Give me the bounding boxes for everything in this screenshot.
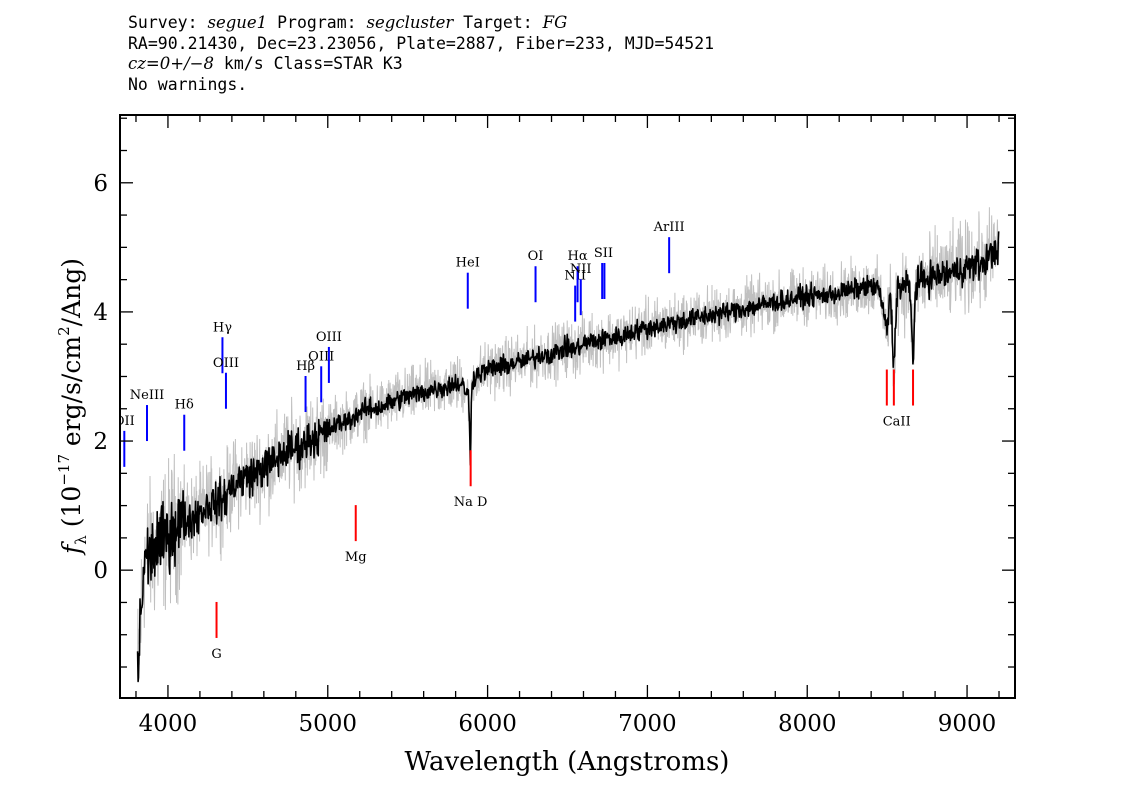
tick-labels: 4000 5000 6000 7000 8000 9000 0 2 4 6 (93, 171, 996, 737)
target-value: FG (542, 13, 568, 32)
line-label-8: HeI (456, 256, 480, 271)
x-tick-label-7000: 7000 (618, 711, 677, 737)
x-axis-label: Wavelength (Angstroms) (405, 747, 730, 777)
survey-label: Survey: (128, 13, 198, 32)
line-label-16: G (211, 647, 221, 662)
line-label-15: ArIII (653, 220, 685, 235)
y-tick-label-0: 0 (93, 558, 108, 584)
line-label-5: Hβ (296, 359, 315, 374)
class-text: km/s Class=STAR K3 (223, 54, 403, 73)
x-tick-label-5000: 5000 (298, 711, 357, 737)
line-label-4: OIII (213, 356, 239, 371)
line-label-18: Na D (454, 495, 488, 510)
y-axis-label: fλ (10−17 erg/s/cm2/Ang) (55, 258, 90, 556)
header-line-1: Survey: segue1 Program: segcluster Targe… (128, 13, 714, 34)
line-label-13: SII (594, 246, 613, 261)
axis-ticks (120, 115, 1015, 698)
x-tick-label-6000: 6000 (458, 711, 517, 737)
line-label-17: Mg (345, 550, 367, 565)
header-line-4: No warnings. (128, 74, 248, 94)
line-label-0: OII (114, 414, 135, 429)
line-label-2: Hδ (175, 398, 194, 413)
redshift-value: cz=0+/−8 (128, 54, 214, 73)
line-label-9: OI (528, 249, 544, 264)
line-label-3: Hγ (213, 320, 232, 335)
x-tick-label-8000: 8000 (778, 711, 837, 737)
line-label-7: OIII (316, 330, 342, 345)
header-line-3: cz=0+/−8 km/s Class=STAR K3 (128, 54, 714, 75)
program-label: Program: (277, 13, 357, 32)
spectrum-header: Survey: segue1 Program: segcluster Targe… (128, 13, 714, 95)
x-tick-label-9000: 9000 (938, 711, 997, 737)
y-tick-label-2: 2 (93, 429, 108, 455)
line-label-1: NeIII (130, 388, 164, 403)
line-label-19: CaII (883, 415, 911, 430)
plot-frame (119, 114, 1016, 699)
x-tick-label-4000: 4000 (139, 711, 198, 737)
target-label: Target: (463, 13, 533, 32)
header-line-2: RA=90.21430, Dec=23.23056, Plate=2887, F… (128, 33, 715, 53)
line-label-12: NII (570, 262, 592, 277)
line-label-11: Hα (568, 249, 588, 264)
flux-series (136, 231, 1000, 683)
line-label-6: OIII (308, 349, 334, 364)
y-tick-label-6: 6 (93, 171, 108, 197)
y-tick-label-4: 4 (93, 300, 108, 326)
flux-trace (136, 231, 1000, 683)
program-value: segcluster (366, 13, 454, 32)
survey-value: segue1 (207, 13, 268, 32)
